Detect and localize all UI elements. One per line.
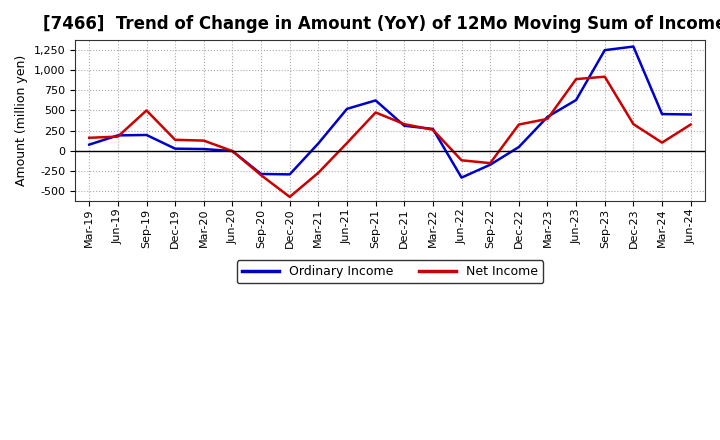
Net Income xyxy=(257,172,266,178)
Net Income xyxy=(686,122,695,127)
Legend: Ordinary Income, Net Income: Ordinary Income, Net Income xyxy=(237,260,543,283)
Ordinary Income xyxy=(228,148,237,154)
Ordinary Income xyxy=(629,44,638,49)
Ordinary Income xyxy=(257,171,266,176)
Net Income xyxy=(572,77,580,82)
Net Income xyxy=(486,161,495,166)
Ordinary Income xyxy=(600,48,609,53)
Ordinary Income xyxy=(85,142,94,147)
Net Income xyxy=(285,194,294,199)
Net Income xyxy=(199,138,208,143)
Ordinary Income xyxy=(543,114,552,120)
Net Income xyxy=(114,134,122,139)
Net Income xyxy=(600,74,609,79)
Ordinary Income xyxy=(686,112,695,117)
Ordinary Income xyxy=(314,141,323,146)
Net Income xyxy=(543,116,552,121)
Net Income xyxy=(314,170,323,176)
Ordinary Income xyxy=(572,97,580,103)
Net Income xyxy=(228,148,237,154)
Ordinary Income xyxy=(428,126,437,132)
Ordinary Income xyxy=(285,172,294,177)
Net Income xyxy=(400,121,408,127)
Ordinary Income xyxy=(400,123,408,128)
Net Income xyxy=(515,122,523,127)
Title: [7466]  Trend of Change in Amount (YoY) of 12Mo Moving Sum of Incomes: [7466] Trend of Change in Amount (YoY) o… xyxy=(43,15,720,33)
Net Income xyxy=(85,135,94,140)
Ordinary Income xyxy=(486,162,495,167)
Ordinary Income xyxy=(199,147,208,152)
Ordinary Income xyxy=(515,144,523,150)
Ordinary Income xyxy=(171,146,179,151)
Ordinary Income xyxy=(142,132,150,138)
Ordinary Income xyxy=(343,106,351,111)
Ordinary Income xyxy=(457,175,466,180)
Line: Ordinary Income: Ordinary Income xyxy=(89,47,690,178)
Net Income xyxy=(142,108,150,113)
Net Income xyxy=(457,158,466,163)
Net Income xyxy=(171,137,179,143)
Net Income xyxy=(657,140,666,145)
Net Income xyxy=(343,140,351,146)
Line: Net Income: Net Income xyxy=(89,77,690,197)
Net Income xyxy=(629,121,638,127)
Net Income xyxy=(372,110,380,115)
Ordinary Income xyxy=(114,133,122,138)
Y-axis label: Amount (million yen): Amount (million yen) xyxy=(15,55,28,186)
Net Income xyxy=(428,127,437,132)
Ordinary Income xyxy=(657,111,666,117)
Ordinary Income xyxy=(372,98,380,103)
